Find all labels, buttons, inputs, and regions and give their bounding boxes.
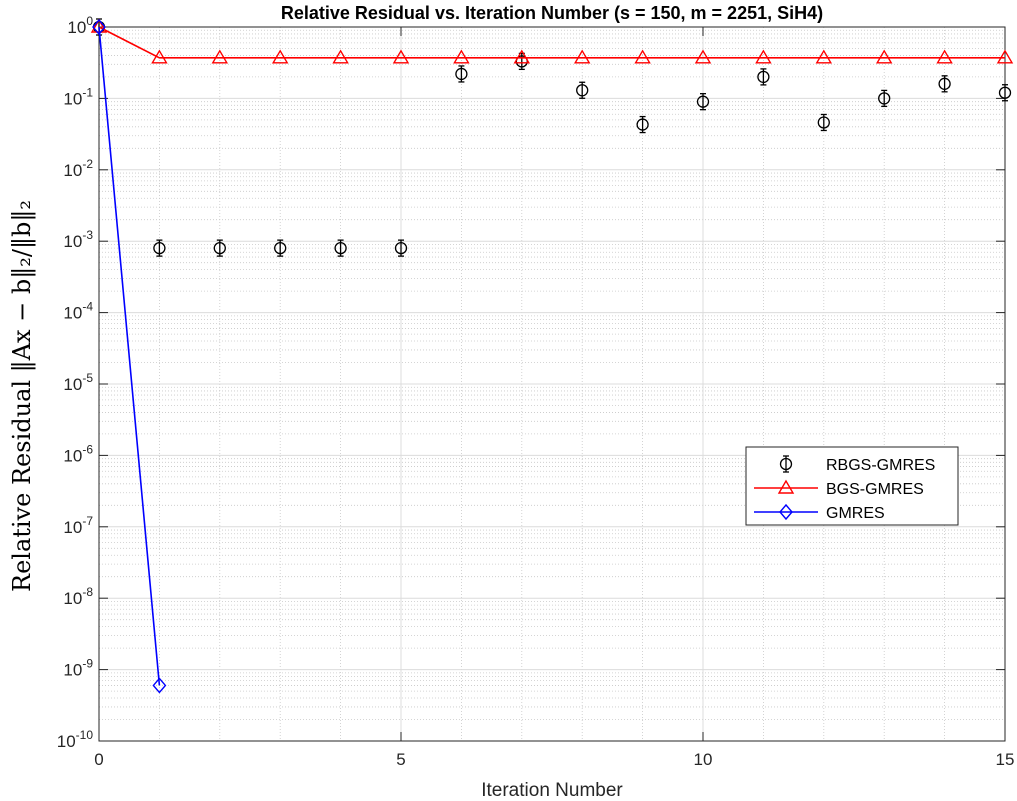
x-tick-label: 0 xyxy=(94,750,103,769)
y-tick-label: 10-2 xyxy=(63,157,93,180)
legend-label-bgs-gmres: BGS-GMRES xyxy=(826,481,924,498)
y-tick-label: 10-4 xyxy=(63,300,93,323)
legend-entry-gmres: GMRES xyxy=(754,503,885,522)
y-tick-label: 10-8 xyxy=(63,585,93,608)
data-point-bgs-gmres xyxy=(271,49,289,64)
data-point-bgs-gmres xyxy=(936,49,953,64)
data-point-rbgs-gmres xyxy=(213,239,226,257)
x-tick-label: 5 xyxy=(396,750,405,769)
x-axis-label: Iteration Number xyxy=(481,780,623,801)
y-axis-label: Relative Residual ‖Ax − b‖₂/‖b‖₂ xyxy=(8,200,37,592)
x-tick-label: 15 xyxy=(996,750,1015,769)
data-point-bgs-gmres xyxy=(513,49,531,64)
legend-entry-rbgs-gmres: RBGS-GMRES xyxy=(779,455,935,474)
tick-labels: 0 5 10 15 10-10 10-9 10-8 10-7 10-6 10-5 10-4 10-3 1… xyxy=(57,14,1015,769)
data-point-bgs-gmres xyxy=(573,49,591,64)
data-point-gmres xyxy=(92,18,106,36)
axes xyxy=(98,26,1006,742)
data-point-bgs-gmres xyxy=(151,49,168,64)
data-point-bgs-gmres xyxy=(453,49,470,64)
legend: RBGS-GMRES BGS-GMRES GMRES xyxy=(745,446,959,526)
y-tick-label: 10-1 xyxy=(63,85,93,108)
data-point-rbgs-gmres xyxy=(998,84,1012,102)
data-point-bgs-gmres xyxy=(634,49,651,64)
data-point-bgs-gmres xyxy=(815,49,833,64)
data-point-rbgs-gmres xyxy=(394,239,408,257)
series-line-gmres xyxy=(98,26,161,686)
legend-marker-rbgs-gmres xyxy=(779,455,793,473)
data-point-bgs-gmres xyxy=(392,49,410,64)
legend-marker-gmres xyxy=(779,503,793,521)
data-point-bgs-gmres xyxy=(755,49,772,64)
data-point-rbgs-gmres xyxy=(636,115,649,134)
data-point-rbgs-gmres xyxy=(153,239,166,257)
legend-marker-bgs-gmres xyxy=(777,479,795,494)
y-tick-label: 10-3 xyxy=(63,228,93,251)
legend-entry-bgs-gmres: BGS-GMRES xyxy=(754,479,924,498)
data-point-bgs-gmres xyxy=(875,49,893,64)
y-tick-label: 10-9 xyxy=(63,657,93,680)
data-point-rbgs-gmres xyxy=(817,113,830,132)
data-point-rbgs-gmres xyxy=(576,81,589,99)
data-point-rbgs-gmres xyxy=(938,75,951,93)
data-point-rbgs-gmres xyxy=(696,93,710,111)
data-point-bgs-gmres xyxy=(694,49,712,64)
y-tick-label: 100 xyxy=(67,14,93,37)
data-point-rbgs-gmres xyxy=(878,89,891,108)
y-tick-label: 10-7 xyxy=(63,514,93,537)
data-point-rbgs-gmres xyxy=(757,68,770,86)
data-point-bgs-gmres xyxy=(332,49,349,64)
legend-label-rbgs-gmres: RBGS-GMRES xyxy=(826,457,935,474)
legend-label-gmres: GMRES xyxy=(826,505,885,522)
data-point-bgs-gmres xyxy=(211,49,229,64)
chart-title: Relative Residual vs. Iteration Number (… xyxy=(281,3,823,23)
data-point-gmres xyxy=(152,677,167,694)
data-point-rbgs-gmres xyxy=(334,239,347,257)
y-tick-label: 10-5 xyxy=(63,371,93,394)
data-point-bgs-gmres xyxy=(996,49,1014,64)
y-tick-label: 10-6 xyxy=(63,442,93,465)
series-rbgs-gmres xyxy=(92,18,1012,257)
series-line-bgs-gmres xyxy=(98,26,1005,59)
data-point-rbgs-gmres xyxy=(455,65,468,83)
y-tick-label: 10-10 xyxy=(57,728,94,751)
series-bgs-gmres xyxy=(90,18,1014,64)
data-point-rbgs-gmres xyxy=(274,239,287,257)
series-layer xyxy=(90,18,1014,694)
series-gmres xyxy=(92,18,167,694)
x-tick-label: 10 xyxy=(694,750,713,769)
